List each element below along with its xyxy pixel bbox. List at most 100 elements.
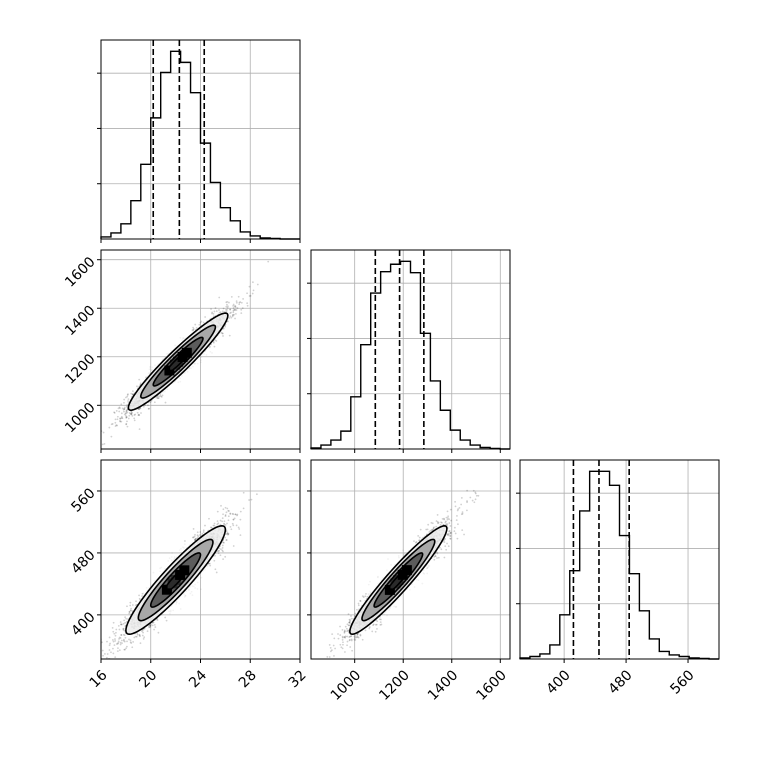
scatter-point bbox=[142, 631, 144, 634]
scatter-point bbox=[179, 377, 181, 380]
scatter-point bbox=[159, 570, 162, 573]
scatter-point bbox=[200, 588, 202, 591]
scatter-point bbox=[250, 498, 253, 501]
scatter-point bbox=[178, 549, 181, 552]
scatter-point bbox=[196, 531, 199, 534]
scatter-point bbox=[123, 638, 125, 641]
scatter-point bbox=[248, 295, 251, 297]
scatter-point bbox=[209, 350, 212, 353]
histogram-step bbox=[310, 260, 510, 450]
scatter-point bbox=[211, 352, 213, 354]
scatter-point bbox=[110, 665, 112, 667]
scatter-point bbox=[95, 657, 97, 659]
scatter-point bbox=[246, 302, 249, 305]
scatter-point bbox=[226, 507, 229, 510]
histogram-step bbox=[519, 470, 719, 660]
scatter-point bbox=[133, 636, 136, 639]
scatter-point bbox=[214, 307, 217, 309]
scatter-point bbox=[194, 323, 197, 326]
scatter-point bbox=[217, 550, 220, 553]
scatter-point bbox=[224, 515, 227, 517]
scatter-point bbox=[125, 416, 128, 419]
scatter-point bbox=[169, 610, 172, 613]
scatter-point bbox=[127, 618, 129, 620]
scatter-point bbox=[125, 409, 128, 412]
contour-line-1 bbox=[139, 324, 217, 399]
scatter-point bbox=[166, 352, 169, 355]
scatter-point bbox=[190, 590, 193, 593]
scatter-point bbox=[199, 321, 202, 324]
scatter-point bbox=[124, 412, 127, 415]
scatter-point bbox=[223, 310, 226, 313]
scatter-point bbox=[222, 307, 225, 310]
scatter-point bbox=[240, 301, 243, 304]
histogram-frame bbox=[519, 459, 720, 660]
scatter-point bbox=[136, 632, 139, 635]
scatter-point bbox=[234, 513, 237, 516]
scatter-point bbox=[192, 329, 195, 331]
scatter-point bbox=[108, 649, 111, 651]
scatter-point bbox=[230, 528, 233, 531]
scatter-point bbox=[145, 586, 148, 589]
scatter-point bbox=[123, 406, 126, 409]
scatter-point bbox=[183, 543, 186, 546]
scatter-point bbox=[248, 499, 250, 501]
density-core-cell bbox=[164, 365, 175, 376]
scatter-point bbox=[222, 550, 224, 553]
scatter-point bbox=[225, 530, 228, 533]
scatter-point bbox=[222, 335, 224, 337]
scatter-point bbox=[173, 556, 176, 558]
scatter-point bbox=[230, 316, 233, 319]
scatter-point bbox=[112, 652, 115, 655]
scatter-point bbox=[120, 623, 122, 626]
scatter-point bbox=[235, 524, 238, 527]
scatter-point bbox=[137, 414, 140, 416]
scatter-point bbox=[232, 304, 234, 307]
scatter-point bbox=[166, 388, 169, 391]
scatter-point bbox=[179, 336, 182, 339]
scatter-point bbox=[196, 534, 199, 537]
scatter-point bbox=[141, 634, 144, 637]
scatter-point bbox=[235, 301, 238, 304]
scatter-point bbox=[232, 303, 235, 306]
scatter-point bbox=[216, 510, 219, 513]
scatter-point bbox=[110, 435, 113, 438]
scatter-point bbox=[121, 623, 123, 626]
scatter-point bbox=[138, 413, 140, 416]
scatter-point bbox=[204, 524, 206, 527]
scatter-point bbox=[125, 423, 128, 425]
scatter-point bbox=[170, 349, 173, 352]
density-core-cell bbox=[170, 359, 181, 370]
scatter-point bbox=[225, 533, 228, 536]
scatter-point bbox=[118, 628, 121, 631]
scatter-point bbox=[101, 649, 104, 652]
scatter-point bbox=[225, 301, 228, 304]
joint-plot-area bbox=[101, 260, 270, 446]
scatter-point bbox=[150, 624, 152, 626]
scatter-point bbox=[214, 568, 217, 571]
scatter-point bbox=[130, 413, 133, 415]
scatter-point bbox=[229, 315, 232, 318]
scatter-point bbox=[196, 362, 199, 365]
scatter-point bbox=[233, 313, 235, 316]
scatter-point bbox=[214, 554, 216, 557]
scatter-point bbox=[101, 443, 104, 446]
scatter-point bbox=[123, 408, 126, 410]
scatter-point bbox=[120, 633, 123, 636]
scatter-point bbox=[246, 304, 249, 307]
scatter-point bbox=[101, 661, 103, 663]
scatter-point bbox=[225, 310, 228, 313]
scatter-point bbox=[154, 364, 156, 366]
scatter-point bbox=[164, 616, 167, 619]
scatter-point bbox=[208, 346, 211, 349]
scatter-point bbox=[239, 534, 242, 537]
scatter-point bbox=[113, 644, 116, 647]
scatter-point bbox=[194, 533, 196, 536]
scatter-point bbox=[196, 581, 199, 584]
scatter-point bbox=[111, 639, 114, 641]
scatter-point bbox=[153, 628, 155, 631]
scatter-point bbox=[108, 636, 111, 639]
scatter-point bbox=[228, 317, 231, 319]
scatter-point bbox=[129, 601, 132, 604]
scatter-point bbox=[148, 407, 151, 410]
